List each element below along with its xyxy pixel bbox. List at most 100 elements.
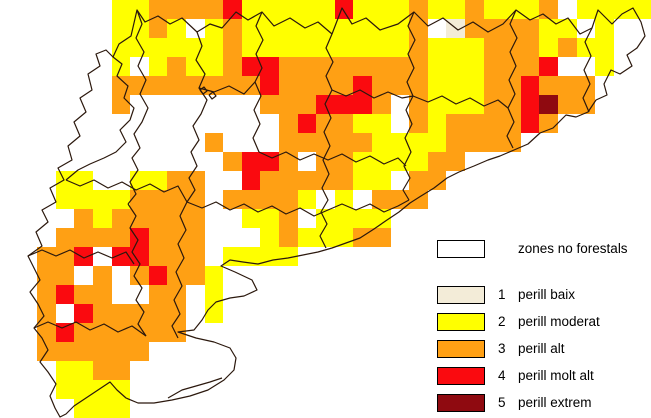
grid-cell <box>74 323 93 342</box>
grid-cell <box>427 57 447 76</box>
grid-cell <box>130 266 149 285</box>
grid-cell <box>111 399 131 418</box>
comarca-boundary <box>402 11 416 201</box>
grid-cell <box>334 38 354 57</box>
grid-cell <box>297 190 317 209</box>
grid-cell <box>279 171 298 190</box>
grid-cell <box>334 133 354 152</box>
grid-cell <box>167 266 186 285</box>
grid-cell <box>390 190 410 209</box>
grid-cell <box>186 228 205 247</box>
grid-cell <box>55 342 75 361</box>
grid-cell <box>148 209 168 228</box>
grid-cell <box>316 228 335 247</box>
grid-cell <box>93 209 112 228</box>
grid-cell <box>148 19 168 38</box>
grid-cell <box>520 95 540 114</box>
grid-cell <box>223 190 242 209</box>
grid-cell <box>372 0 391 19</box>
grid-cell <box>93 190 112 209</box>
grid-cell <box>353 0 372 19</box>
grid-cell <box>148 247 168 266</box>
grid-cell <box>446 76 465 95</box>
grid-cell <box>279 190 298 209</box>
grid-cell <box>409 114 428 133</box>
grid-cell <box>37 266 56 285</box>
legend-swatch <box>437 285 485 304</box>
grid-cell <box>446 38 465 57</box>
grid-cell <box>427 171 447 190</box>
grid-cell <box>279 247 298 266</box>
map-legend: zones no forestals 1 perill baix 2 perill mo… <box>437 238 651 416</box>
comarca-boundary <box>65 56 135 181</box>
grid-cell <box>297 228 317 247</box>
grid-cell <box>55 247 75 266</box>
grid-cell <box>279 0 298 19</box>
grid-cell <box>520 38 540 57</box>
grid-cell <box>55 266 75 285</box>
grid-cell <box>204 266 224 285</box>
grid-cell <box>111 19 131 38</box>
grid-cell <box>204 57 224 76</box>
legend-label: zones no forestals <box>518 241 628 256</box>
grid-cell <box>279 57 298 76</box>
grid-cell <box>334 114 354 133</box>
grid-cell <box>353 19 372 38</box>
legend-level: 2 <box>498 314 506 329</box>
grid-cell <box>37 285 56 304</box>
grid-cell <box>465 57 484 76</box>
grid-cell <box>93 304 112 323</box>
comarca-boundary <box>27 249 135 265</box>
legend-item: 1 perill baix <box>437 281 651 308</box>
grid-cell <box>502 38 521 57</box>
legend-swatch <box>437 366 485 385</box>
grid-cell <box>316 38 335 57</box>
grid-cell <box>427 133 447 152</box>
grid-cell <box>260 190 279 209</box>
grid-cell <box>409 76 428 95</box>
grid-cell <box>558 95 577 114</box>
comarca-boundary <box>258 151 407 167</box>
grid-cell <box>446 0 465 19</box>
grid-cell <box>297 95 317 114</box>
grid-cell <box>148 57 168 76</box>
grid-cell <box>148 323 168 342</box>
grid-cell <box>186 247 205 266</box>
grid-cell <box>372 171 391 190</box>
grid-cell <box>167 190 186 209</box>
grid-cell <box>55 380 75 399</box>
grid-cell <box>279 114 298 133</box>
legend-label: perill extrem <box>518 395 592 410</box>
grid-cell <box>148 228 168 247</box>
grid-cell <box>148 304 168 323</box>
grid-cell <box>241 152 261 171</box>
legend-level: 3 <box>498 341 506 356</box>
grid-cell <box>186 57 205 76</box>
grid-cell <box>334 76 354 95</box>
comarca-boundary <box>171 201 188 339</box>
comarca-boundary <box>186 31 208 203</box>
legend-label: perill molt alt <box>518 368 594 383</box>
grid-cell <box>241 190 261 209</box>
grid-cell <box>316 76 335 95</box>
grid-cell <box>260 247 279 266</box>
grid-cell <box>502 57 521 76</box>
legend-gap <box>437 259 651 281</box>
grid-cell <box>204 38 224 57</box>
grid-cell <box>74 380 93 399</box>
grid-cell <box>241 209 261 228</box>
grid-cell <box>390 38 410 57</box>
comarca-boundary <box>506 9 518 149</box>
grid-cell <box>334 190 354 209</box>
grid-cell <box>297 19 317 38</box>
grid-cell <box>595 57 614 76</box>
grid-cell <box>502 95 521 114</box>
grid-cell <box>279 209 298 228</box>
grid-cell <box>111 361 131 380</box>
grid-cell <box>390 76 410 95</box>
grid-cell <box>539 57 558 76</box>
comarca-boundary <box>412 95 509 109</box>
comarca-boundary <box>65 179 188 203</box>
